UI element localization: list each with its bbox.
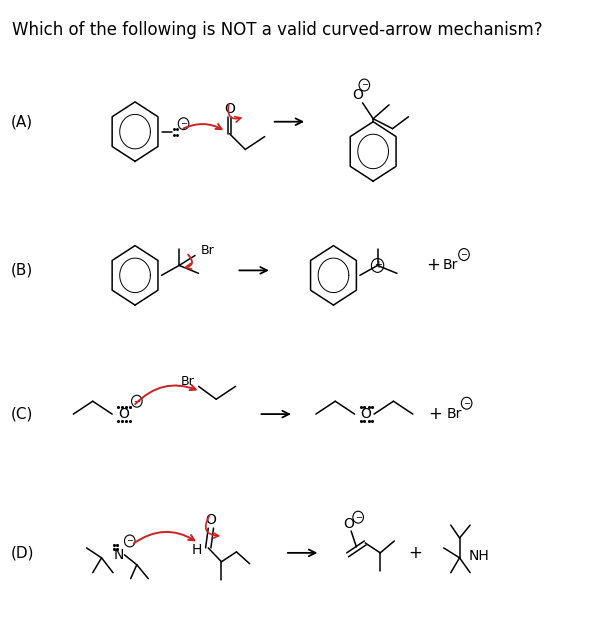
Text: −: − [133, 397, 140, 406]
Text: (A): (A) [11, 114, 33, 129]
Text: −: − [460, 250, 468, 259]
Text: Br: Br [443, 258, 459, 272]
Text: (D): (D) [10, 545, 34, 561]
Text: O: O [361, 407, 371, 421]
Text: Br: Br [181, 375, 195, 388]
Text: Which of the following is NOT a valid curved-arrow mechanism?: Which of the following is NOT a valid cu… [12, 21, 542, 39]
Text: −: − [126, 537, 133, 545]
Text: H: H [192, 543, 202, 557]
Text: −: − [361, 80, 368, 90]
Text: +: + [373, 260, 382, 270]
Text: N: N [114, 548, 124, 562]
Text: O: O [205, 513, 216, 527]
Text: (B): (B) [11, 263, 33, 278]
Text: +: + [428, 405, 442, 423]
Text: −: − [180, 119, 187, 128]
Text: O: O [224, 102, 235, 116]
Text: −: − [463, 399, 470, 408]
Text: Br: Br [446, 407, 462, 421]
Text: Br: Br [200, 244, 214, 257]
Text: (C): (C) [11, 406, 33, 421]
Text: +: + [426, 256, 440, 275]
Text: +: + [409, 544, 423, 562]
Text: O: O [343, 517, 354, 531]
Text: O: O [118, 407, 129, 421]
Text: O: O [352, 88, 363, 102]
Text: −: − [354, 513, 362, 522]
Text: NH: NH [468, 549, 490, 563]
